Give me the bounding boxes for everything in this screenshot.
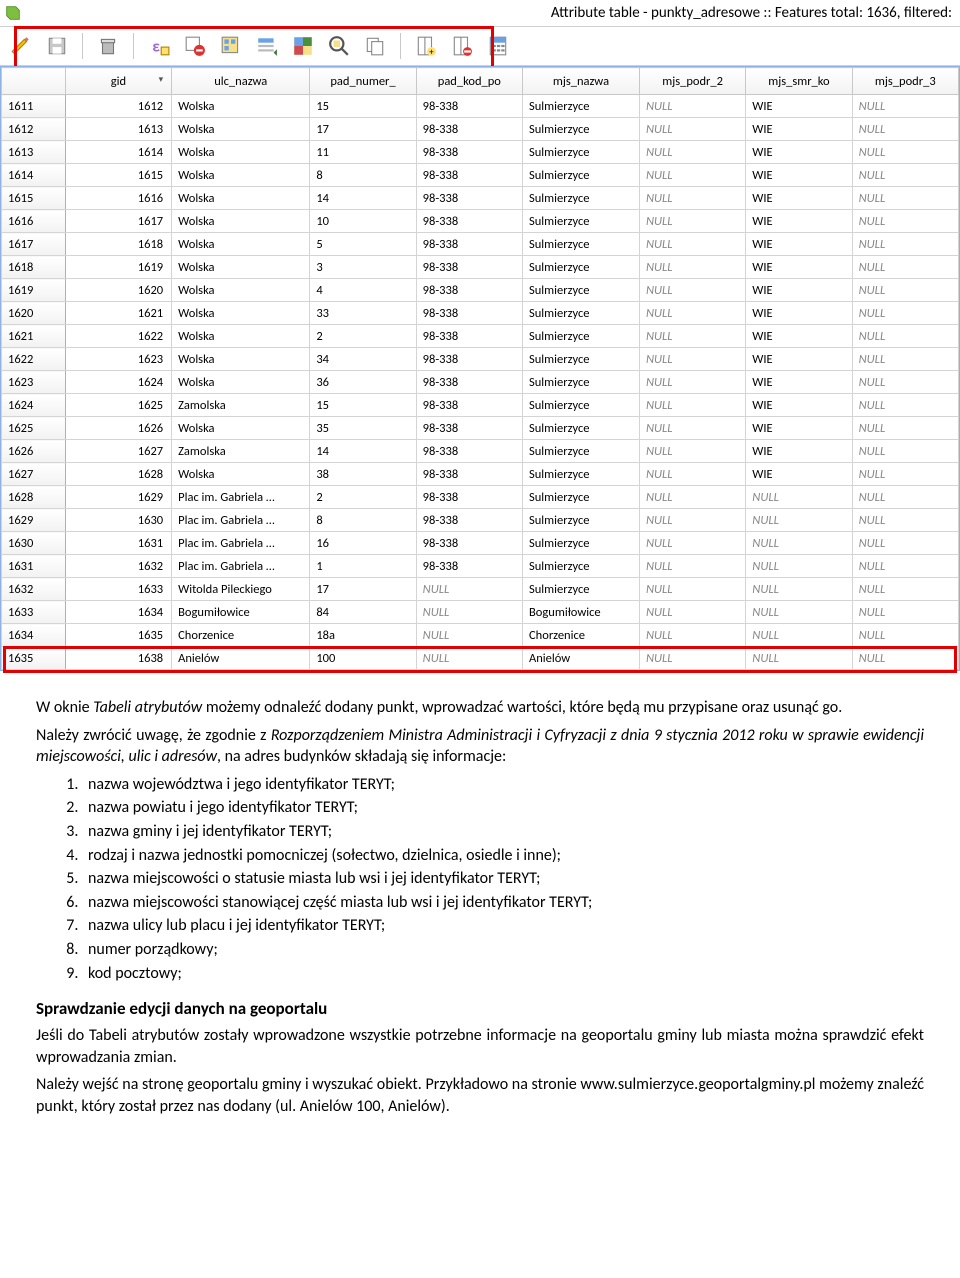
column-header[interactable]: mjs_podr_2 (639, 68, 745, 95)
table-row[interactable]: 16141615Wolska898-338SulmierzyceNULLWIEN… (2, 164, 959, 187)
delete-column-icon[interactable] (451, 35, 473, 57)
attribute-table[interactable]: gid▾ulc_nazwapad_numer_pad_kod_pomjs_naz… (1, 67, 959, 670)
column-header[interactable]: mjs_podr_3 (852, 68, 958, 95)
paragraph: Jeśli do Tabeli atrybutów zostały wprowa… (36, 1025, 924, 1068)
table-row[interactable]: 16151616Wolska1498-338SulmierzyceNULLWIE… (2, 187, 959, 210)
move-top-icon[interactable] (256, 35, 278, 57)
table-row[interactable]: 16281629Plac im. Gabriela …298-338Sulmie… (2, 486, 959, 509)
column-header[interactable]: mjs_nazwa (523, 68, 640, 95)
list-item: numer porządkowy; (82, 939, 924, 961)
table-row[interactable]: 16181619Wolska398-338SulmierzyceNULLWIEN… (2, 256, 959, 279)
column-header[interactable]: mjs_smr_ko (746, 68, 852, 95)
list-item: nazwa województwa i jego identyfikator T… (82, 774, 924, 796)
table-row[interactable]: 16161617Wolska1098-338SulmierzyceNULLWIE… (2, 210, 959, 233)
info-list: nazwa województwa i jego identyfikator T… (82, 774, 924, 984)
qgis-icon (4, 4, 22, 22)
table-row[interactable]: 16201621Wolska3398-338SulmierzyceNULLWIE… (2, 302, 959, 325)
delete-selected-icon[interactable] (184, 35, 206, 57)
pencil-icon[interactable] (10, 35, 32, 57)
toolbar: ε + (0, 26, 960, 66)
table-row[interactable]: 16291630Plac im. Gabriela …898-338Sulmie… (2, 509, 959, 532)
table-row[interactable]: 16241625Zamolska1598-338SulmierzyceNULLW… (2, 394, 959, 417)
list-item: nazwa miejscowości stanowiącej część mia… (82, 892, 924, 914)
document-text: W oknie Tabeli atrybutów możemy odnaleźć… (0, 671, 960, 1143)
column-header[interactable]: ulc_nazwa (172, 68, 310, 95)
list-item: nazwa powiatu i jego identyfikator TERYT… (82, 797, 924, 819)
table-row[interactable]: 16221623Wolska3498-338SulmierzyceNULLWIE… (2, 348, 959, 371)
table-row[interactable]: 16131614Wolska1198-338SulmierzyceNULLWIE… (2, 141, 959, 164)
save-icon[interactable] (46, 35, 68, 57)
window-title: Attribute table - punkty_adresowe :: Fea… (28, 4, 956, 22)
table-row[interactable]: 16231624Wolska3698-338SulmierzyceNULLWIE… (2, 371, 959, 394)
row-number-header[interactable] (2, 68, 66, 95)
new-column-icon[interactable]: + (415, 35, 437, 57)
svg-text:+: + (429, 48, 434, 57)
svg-text:ε: ε (152, 37, 160, 57)
field-calculator-icon[interactable] (487, 35, 509, 57)
table-row[interactable]: 16321633Witolda Pileckiego17NULLSulmierz… (2, 578, 959, 601)
column-header[interactable]: pad_kod_po (416, 68, 522, 95)
paragraph: Należy zwrócić uwagę, że zgodnie z Rozpo… (36, 725, 924, 768)
zoom-selection-icon[interactable] (328, 35, 350, 57)
table-row[interactable]: 16351638Anielów100NULLAnielówNULLNULLNUL… (2, 647, 959, 670)
toolbar-separator (133, 33, 134, 59)
table-row[interactable]: 16171618Wolska598-338SulmierzyceNULLWIEN… (2, 233, 959, 256)
list-item: nazwa ulicy lub placu i jej identyfikato… (82, 915, 924, 937)
table-row[interactable]: 16121613Wolska1798-338SulmierzyceNULLWIE… (2, 118, 959, 141)
list-item: nazwa miejscowości o statusie miasta lub… (82, 868, 924, 890)
copy-icon[interactable] (364, 35, 386, 57)
epsilon-icon[interactable]: ε (148, 35, 170, 57)
paragraph: Należy wejść na stronę geoportalu gminy … (36, 1074, 924, 1117)
table-row[interactable]: 16341635Chorzenice18aNULLChorzeniceNULLN… (2, 624, 959, 647)
window-title-bar: Attribute table - punkty_adresowe :: Fea… (0, 0, 960, 26)
table-row[interactable]: 16211622Wolska298-338SulmierzyceNULLWIEN… (2, 325, 959, 348)
column-header[interactable]: pad_numer_ (310, 68, 416, 95)
attribute-table-wrap: gid▾ulc_nazwapad_numer_pad_kod_pomjs_naz… (0, 66, 960, 671)
invert-selection-icon[interactable] (292, 35, 314, 57)
table-row[interactable]: 16271628Wolska3898-338SulmierzyceNULLWIE… (2, 463, 959, 486)
table-row[interactable]: 16251626Wolska3598-338SulmierzyceNULLWIE… (2, 417, 959, 440)
list-item: nazwa gminy i jej identyfikator TERYT; (82, 821, 924, 843)
trash-icon[interactable] (97, 35, 119, 57)
table-row[interactable]: 16111612Wolska1598-338SulmierzyceNULLWIE… (2, 95, 959, 118)
toolbar-separator (82, 33, 83, 59)
section-heading: Sprawdzanie edycji danych na geoportalu (36, 998, 924, 1021)
paragraph: W oknie Tabeli atrybutów możemy odnaleźć… (36, 697, 924, 719)
table-row[interactable]: 16261627Zamolska1498-338SulmierzyceNULLW… (2, 440, 959, 463)
column-header[interactable]: gid▾ (65, 68, 171, 95)
table-row[interactable]: 16301631Plac im. Gabriela …1698-338Sulmi… (2, 532, 959, 555)
table-row[interactable]: 16191620Wolska498-338SulmierzyceNULLWIEN… (2, 279, 959, 302)
list-item: kod pocztowy; (82, 963, 924, 985)
table-row[interactable]: 16331634Bogumiłowice84NULLBogumiłowiceNU… (2, 601, 959, 624)
list-item: rodzaj i nazwa jednostki pomocniczej (so… (82, 845, 924, 867)
toolbar-separator (400, 33, 401, 59)
table-row[interactable]: 16311632Plac im. Gabriela …198-338Sulmie… (2, 555, 959, 578)
select-all-icon[interactable] (220, 35, 242, 57)
